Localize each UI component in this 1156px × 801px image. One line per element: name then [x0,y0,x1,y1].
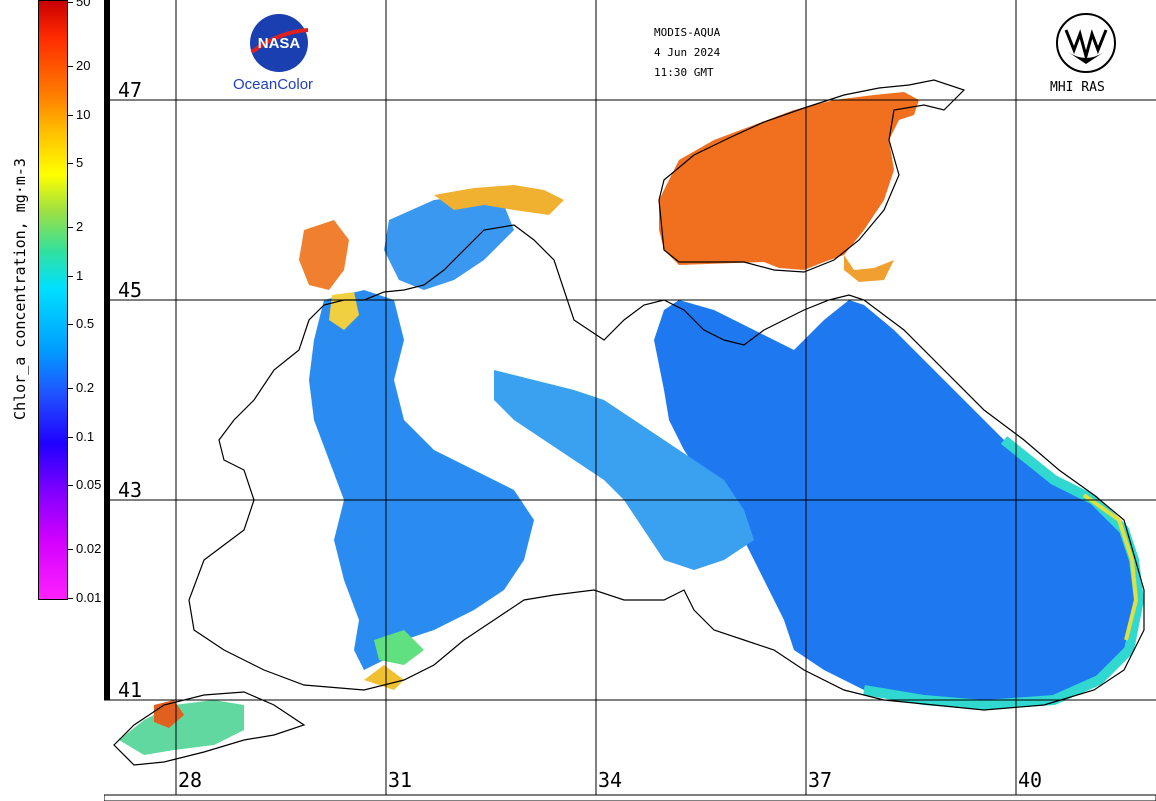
colorbar-tick-label: 1 [76,267,84,283]
lon-axis-bar [104,794,1156,801]
nasa-logo: NASA [250,14,309,72]
colorbar-tick-label: 0.1 [76,428,95,444]
colorbar-tick-mark [68,114,73,116]
colorbar-tick-label: 10 [76,106,91,122]
colorbar-tick-mark [68,549,73,551]
lat-label-47: 47 [118,78,143,102]
lat-label-41: 41 [118,678,143,702]
colorbar [38,0,68,600]
graticule [104,0,1156,795]
dnieper-bloom [434,185,564,215]
svg-text:NASA: NASA [258,35,301,52]
colorbar-tick-mark [68,66,73,68]
chlorophyll-map [104,0,1156,801]
colorbar-tick-label: 2 [76,219,84,235]
colorbar-tick-label: 0.2 [76,380,95,396]
colorbar-tick-mark [68,388,73,390]
lon-label-40: 40 [1018,768,1043,792]
danube-bloom [299,220,349,290]
lon-label-28: 28 [178,768,203,792]
colorbar-tick-mark [68,2,73,3]
mhi-ras-caption: MHI RAS [1050,80,1105,95]
date-label: 4 Jun 2024 [654,46,721,59]
time-label: 11:30 GMT [654,66,714,79]
colorbar-tick-label: 0.01 [76,590,102,605]
east-coastal-yellow [1082,493,1139,641]
colorbar-tick-label: 20 [76,58,91,74]
colorbar-tick-mark [68,598,73,599]
mhi-ras-logo [1056,13,1116,73]
colorbar-tick-mark [68,436,73,438]
black-sea-center [494,370,754,570]
coastline [188,224,1145,711]
lon-label-31: 31 [388,768,413,792]
lat-label-43: 43 [118,478,143,502]
black-sea-west [309,290,534,670]
azov-coastline [658,79,966,273]
black-sea-east [654,300,1139,705]
lon-label-37: 37 [808,768,833,792]
colorbar-tick-mark [68,275,73,277]
lon-label-34: 34 [598,768,623,792]
azov-strip [844,255,894,282]
south-coast-bloom [364,665,404,690]
nw-shelf-blue [384,195,514,290]
lat-axis-bar [104,0,110,700]
sensor-label: MODIS-AQUA [654,26,721,39]
marmara-sea [119,700,244,755]
colorbar-tick-label: 0.05 [76,477,102,493]
colorbar-tick-mark [68,163,73,165]
colorbar-tick-mark [68,485,73,487]
oceancolor-caption: OceanColor [233,76,314,93]
colorbar-title: Chlor_a concentration, mg·m-3 [11,158,29,420]
colorbar-tick-mark [68,227,73,229]
colorbar-tick-mark [68,324,73,326]
colorbar-tick-label: 50 [76,0,91,9]
colorbar-tick-label: 5 [76,155,84,171]
colorbar-tick-label: 0.5 [76,316,95,332]
azov-sea [659,92,919,270]
marmara-coastline [113,691,306,766]
colorbar-tick-label: 0.02 [76,541,102,557]
lat-label-45: 45 [118,278,143,302]
